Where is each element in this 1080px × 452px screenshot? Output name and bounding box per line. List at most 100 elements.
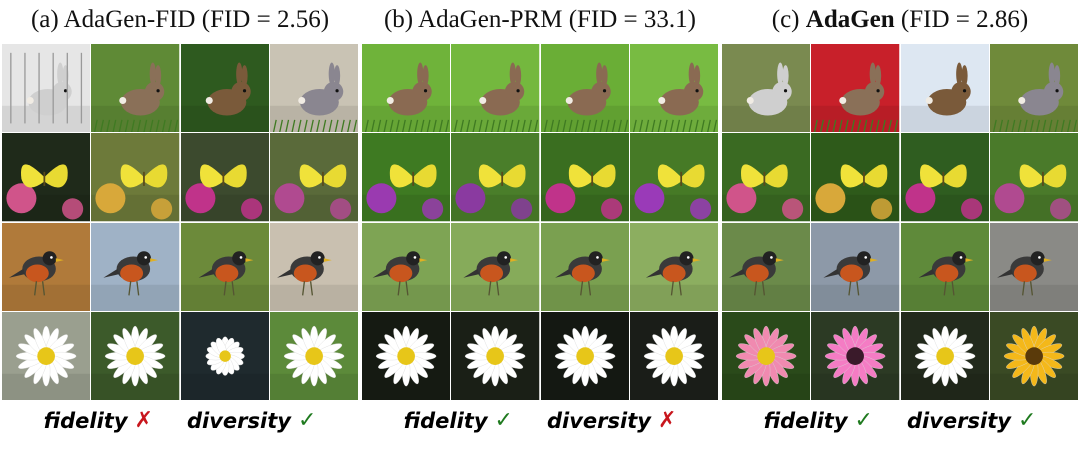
verdict-label: diversity bbox=[186, 408, 291, 433]
daisy-image bbox=[629, 311, 718, 400]
butterfly-image bbox=[362, 133, 451, 222]
verdict-row: fidelity ✓ diversity ✗ bbox=[362, 408, 718, 433]
sample-image-rabbit bbox=[362, 44, 451, 133]
sample-image-rabbit bbox=[2, 44, 91, 133]
panel-adagen: (c) AdaGen (FID = 2.86) fidelity ✓ diver… bbox=[722, 0, 1078, 452]
sample-image-rabbit bbox=[540, 44, 629, 133]
robin-image bbox=[900, 222, 989, 311]
verdict-row: fidelity ✓ diversity ✓ bbox=[722, 408, 1078, 433]
sample-image-rabbit bbox=[811, 44, 900, 133]
butterfly-image bbox=[722, 133, 811, 222]
daisy-image bbox=[900, 311, 989, 400]
verdict-row: fidelity ✗ diversity ✓ bbox=[2, 408, 358, 433]
sample-image-robin bbox=[722, 222, 811, 311]
verdict-diversity: diversity ✗ bbox=[547, 408, 676, 433]
sample-image-robin bbox=[2, 222, 91, 311]
sample-image-daisy bbox=[540, 311, 629, 400]
daisy-image bbox=[811, 311, 900, 400]
daisy-image bbox=[540, 311, 629, 400]
sample-image-daisy bbox=[722, 311, 811, 400]
sample-image-daisy bbox=[362, 311, 451, 400]
sample-image-robin bbox=[180, 222, 269, 311]
sample-image-butterfly bbox=[269, 133, 358, 222]
sample-image-rabbit bbox=[180, 44, 269, 133]
robin-image bbox=[451, 222, 540, 311]
robin-image bbox=[989, 222, 1078, 311]
rabbit-image bbox=[629, 44, 718, 133]
sample-image-robin bbox=[540, 222, 629, 311]
butterfly-image bbox=[629, 133, 718, 222]
image-grid bbox=[362, 44, 718, 400]
robin-image bbox=[540, 222, 629, 311]
method-name: AdaGen-FID bbox=[63, 6, 196, 33]
sample-image-butterfly bbox=[540, 133, 629, 222]
panel-adagen-prm: (b) AdaGen-PRM (FID = 33.1) fidelity ✓ d… bbox=[362, 0, 718, 452]
sample-image-butterfly bbox=[2, 133, 91, 222]
rabbit-image bbox=[269, 44, 358, 133]
robin-image bbox=[269, 222, 358, 311]
sample-image-butterfly bbox=[629, 133, 718, 222]
sample-image-rabbit bbox=[451, 44, 540, 133]
butterfly-image bbox=[811, 133, 900, 222]
sample-image-butterfly bbox=[362, 133, 451, 222]
robin-image bbox=[180, 222, 269, 311]
verdict-fidelity: fidelity ✓ bbox=[404, 408, 513, 433]
butterfly-image bbox=[989, 133, 1078, 222]
sample-image-rabbit bbox=[989, 44, 1078, 133]
sample-image-daisy bbox=[2, 311, 91, 400]
butterfly-image bbox=[2, 133, 91, 222]
verdict-label: fidelity bbox=[403, 408, 488, 433]
rabbit-image bbox=[91, 44, 180, 133]
sample-image-rabbit bbox=[722, 44, 811, 133]
verdict-fidelity: fidelity ✓ bbox=[764, 408, 873, 433]
verdict-label: fidelity bbox=[763, 408, 848, 433]
sample-image-robin bbox=[989, 222, 1078, 311]
rabbit-image bbox=[989, 44, 1078, 133]
sample-image-daisy bbox=[91, 311, 180, 400]
rabbit-image bbox=[180, 44, 269, 133]
sample-image-rabbit bbox=[629, 44, 718, 133]
verdict-diversity: diversity ✓ bbox=[187, 408, 316, 433]
panel-title: (b) AdaGen-PRM (FID = 33.1) bbox=[362, 6, 718, 34]
daisy-image bbox=[269, 311, 358, 400]
sample-image-robin bbox=[451, 222, 540, 311]
sample-image-robin bbox=[900, 222, 989, 311]
sample-image-robin bbox=[629, 222, 718, 311]
image-grid bbox=[2, 44, 358, 400]
image-grid bbox=[722, 44, 1078, 400]
sample-image-butterfly bbox=[811, 133, 900, 222]
check-icon: ✓ bbox=[297, 408, 317, 433]
rabbit-image bbox=[722, 44, 811, 133]
robin-image bbox=[629, 222, 718, 311]
rabbit-image bbox=[811, 44, 900, 133]
sample-image-butterfly bbox=[91, 133, 180, 222]
sample-image-daisy bbox=[269, 311, 358, 400]
sample-image-rabbit bbox=[900, 44, 989, 133]
robin-image bbox=[811, 222, 900, 311]
butterfly-image bbox=[180, 133, 269, 222]
panel-title: (a) AdaGen-FID (FID = 2.56) bbox=[2, 6, 358, 34]
sample-image-robin bbox=[269, 222, 358, 311]
daisy-image bbox=[91, 311, 180, 400]
sample-image-robin bbox=[91, 222, 180, 311]
verdict-label: diversity bbox=[906, 408, 1011, 433]
check-icon: ✓ bbox=[1017, 408, 1037, 433]
sample-image-rabbit bbox=[91, 44, 180, 133]
verdict-label: diversity bbox=[546, 408, 651, 433]
robin-image bbox=[91, 222, 180, 311]
rabbit-image bbox=[451, 44, 540, 133]
daisy-image bbox=[722, 311, 811, 400]
sample-image-butterfly bbox=[451, 133, 540, 222]
sample-image-rabbit bbox=[269, 44, 358, 133]
panel-adagen-fid: (a) AdaGen-FID (FID = 2.56) fidelity ✗ d… bbox=[2, 0, 358, 452]
sample-image-daisy bbox=[900, 311, 989, 400]
cross-icon: ✗ bbox=[657, 408, 677, 433]
butterfly-image bbox=[451, 133, 540, 222]
verdict-diversity: diversity ✓ bbox=[907, 408, 1036, 433]
sample-image-daisy bbox=[811, 311, 900, 400]
check-icon: ✓ bbox=[494, 408, 513, 433]
sample-image-daisy bbox=[629, 311, 718, 400]
sample-image-butterfly bbox=[180, 133, 269, 222]
sample-image-daisy bbox=[180, 311, 269, 400]
panel-label: (a) bbox=[30, 6, 59, 33]
